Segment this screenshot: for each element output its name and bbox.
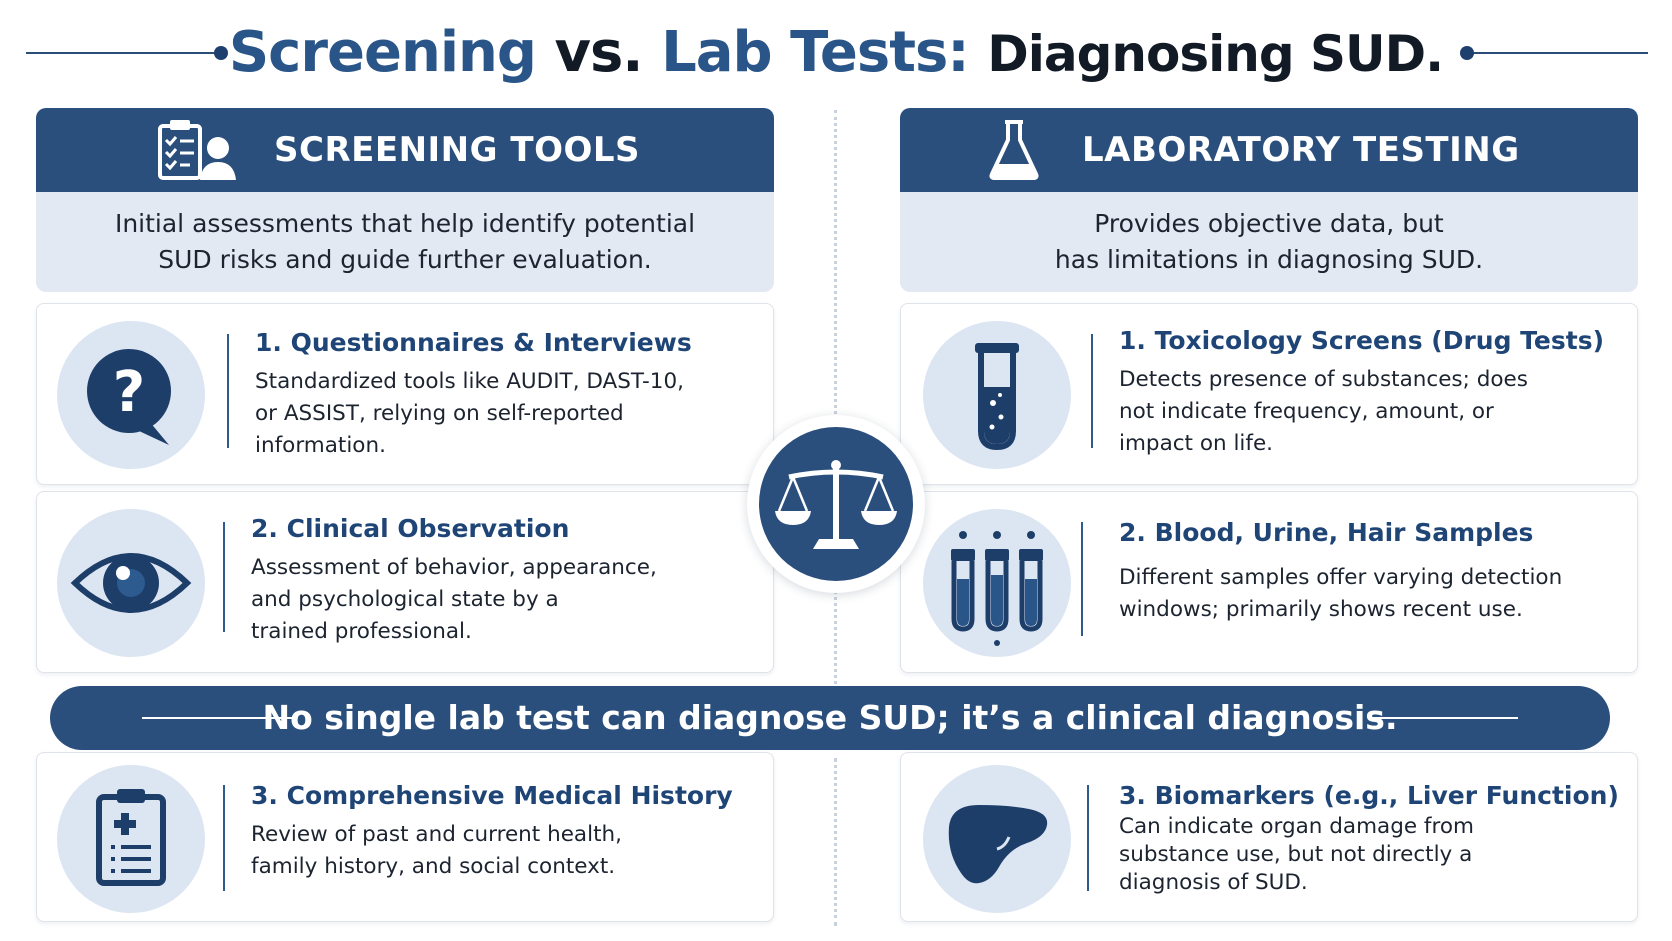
card-body-line: not indicate frequency, amount, or <box>1119 399 1494 424</box>
test-tube-icon <box>923 321 1071 469</box>
card-body-line: Assessment of behavior, appearance, <box>251 555 657 580</box>
center-divider-bottom <box>834 758 837 926</box>
card-toxicology: 1. Toxicology Screens (Drug Tests) Detec… <box>900 303 1638 485</box>
banner-rule-left <box>142 717 292 719</box>
title-lab-tests: Lab Tests: <box>661 20 970 85</box>
card-divider <box>1081 522 1083 636</box>
card-biomarkers: 3. Biomarkers (e.g., Liver Function) Can… <box>900 752 1638 922</box>
clinical-diagnosis-banner: No single lab test can diagnose SUD; it’… <box>50 686 1610 750</box>
card-body-line: Standardized tools like AUDIT, DAST-10, <box>255 369 685 394</box>
title-vs: vs. <box>554 20 643 85</box>
card-clinical-observation: 2. Clinical Observation Assessment of be… <box>36 491 774 673</box>
card-title: 2. Blood, Urine, Hair Samples <box>1119 518 1534 547</box>
laboratory-testing-subtitle: Provides objective data, but has limitat… <box>900 192 1638 292</box>
card-body-line: substance use, but not directly a <box>1119 842 1473 867</box>
card-body: Can indicate organ damage from substance… <box>1119 813 1474 897</box>
clipboard-person-icon <box>156 118 240 187</box>
sample-tubes-icon <box>923 509 1071 657</box>
screening-tools-title: SCREENING TOOLS <box>274 130 641 170</box>
title-rule-right <box>1462 52 1648 54</box>
lab-subtitle-line2: has limitations in diagnosing SUD. <box>1054 245 1484 274</box>
banner-rule-right <box>1368 717 1518 719</box>
card-body: Assessment of behavior, appearance, and … <box>251 552 657 648</box>
svg-text:?: ? <box>113 360 145 425</box>
title-rule-left <box>26 52 222 54</box>
card-body: Review of past and current health, famil… <box>251 819 622 883</box>
card-body-line: Different samples offer varying detectio… <box>1119 565 1563 590</box>
lab-subtitle-line1: Provides objective data, but <box>1094 209 1444 238</box>
screening-tools-subtitle: Initial assessments that help identify p… <box>36 192 774 292</box>
center-divider-top <box>834 110 837 690</box>
medical-clipboard-icon <box>57 765 205 913</box>
card-body-line: or ASSIST, relying on self-reported <box>255 401 624 426</box>
title-dot-right <box>1460 46 1474 60</box>
laboratory-testing-header: LABORATORY TESTING <box>900 108 1638 192</box>
card-divider <box>1087 785 1089 891</box>
title-row: Screening vs. Lab Tests: Diagnosing SUD. <box>0 14 1672 94</box>
laboratory-testing-title: LABORATORY TESTING <box>1082 130 1520 170</box>
card-body-line: and psychological state by a <box>251 587 559 612</box>
title-dot-left <box>214 46 228 60</box>
card-questionnaires: ? 1. Questionnaires & Interviews Standar… <box>36 303 774 485</box>
card-body-line: windows; primarily shows recent use. <box>1119 597 1523 622</box>
balance-scale-icon <box>759 427 913 581</box>
liver-icon <box>923 765 1071 913</box>
balance-scale-badge <box>747 415 925 593</box>
card-divider <box>223 785 225 891</box>
card-body-line: information. <box>255 433 386 458</box>
card-medical-history: 3. Comprehensive Medical History Review … <box>36 752 774 922</box>
flask-icon <box>984 118 1044 187</box>
card-body-line: family history, and social context. <box>251 854 616 879</box>
card-title: 2. Clinical Observation <box>251 514 570 543</box>
card-title: 1. Questionnaires & Interviews <box>255 328 692 357</box>
card-divider <box>223 522 225 632</box>
card-body-line: diagnosis of SUD. <box>1119 870 1308 895</box>
question-bubble-icon: ? <box>57 321 205 469</box>
card-divider <box>227 334 229 448</box>
card-body-line: Review of past and current health, <box>251 822 622 847</box>
page-title: Screening vs. Lab Tests: Diagnosing SUD. <box>0 14 1672 93</box>
card-title: 3. Comprehensive Medical History <box>251 781 733 810</box>
banner-text: No single lab test can diagnose SUD; it’… <box>262 698 1398 737</box>
card-title: 3. Biomarkers (e.g., Liver Function) <box>1119 781 1619 810</box>
title-diagnosing: Diagnosing SUD. <box>987 25 1444 83</box>
screening-subtitle-line2: SUD risks and guide further evaluation. <box>158 245 652 274</box>
eye-icon <box>57 509 205 657</box>
card-body-line: Can indicate organ damage from <box>1119 814 1474 839</box>
card-body-line: impact on life. <box>1119 431 1274 456</box>
screening-tools-header: SCREENING TOOLS <box>36 108 774 192</box>
card-title: 1. Toxicology Screens (Drug Tests) <box>1119 326 1605 355</box>
card-body: Standardized tools like AUDIT, DAST-10, … <box>255 366 684 462</box>
card-body-line: trained professional. <box>251 619 472 644</box>
title-screening: Screening <box>228 20 537 85</box>
card-divider <box>1091 334 1093 448</box>
card-body: Detects presence of substances; does not… <box>1119 364 1528 460</box>
screening-subtitle-line1: Initial assessments that help identify p… <box>114 209 696 238</box>
card-samples: 2. Blood, Urine, Hair Samples Different … <box>900 491 1638 673</box>
card-body: Different samples offer varying detectio… <box>1119 562 1562 626</box>
card-body-line: Detects presence of substances; does <box>1119 367 1528 392</box>
